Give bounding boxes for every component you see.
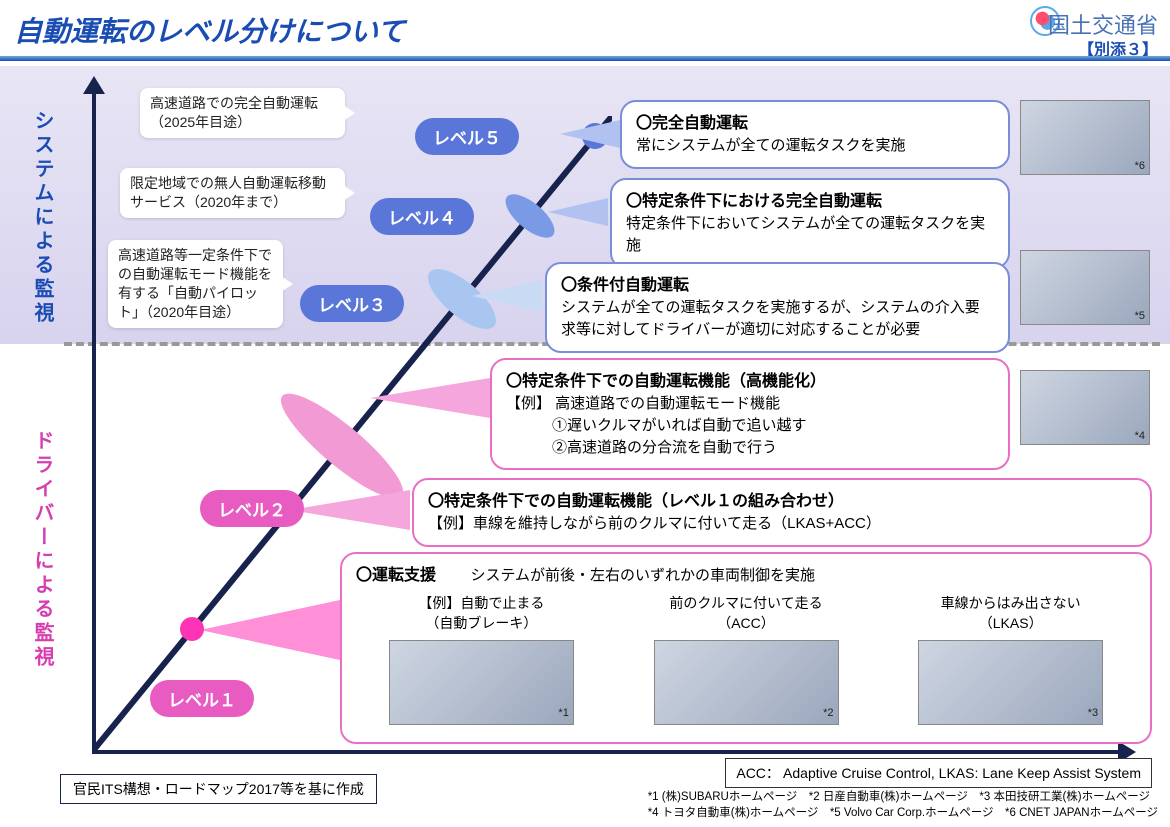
level1-pill: レベル１ (150, 680, 254, 717)
desc-l4-body: 特定条件下においてシステムが全ての運転タスクを実施 (626, 213, 994, 257)
credits-line1: *1 (株)SUBARUホームページ *2 日産自動車(株)ホームページ *3 … (648, 790, 1158, 806)
level4-pill: レベル４ (370, 198, 474, 235)
l1-c3a: 車線からはみ出さない (885, 593, 1136, 613)
level3-pill: レベル３ (300, 285, 404, 322)
photo-l5: *6 (1020, 100, 1150, 175)
l1-c1a: 【例】自動で止まる (356, 593, 607, 613)
y-axis (92, 82, 96, 752)
l1-c3b: （LKAS） (885, 613, 1136, 633)
desc-l5-title: 〇完全自動運転 (636, 112, 994, 135)
desc-l2a-l1: 【例】 高速道路での自動運転モード機能 (506, 393, 994, 415)
pointer-l2a (370, 378, 490, 418)
l1-col-lkas: 車線からはみ出さない （LKAS） *3 (885, 593, 1136, 725)
pointer-l3 (472, 280, 542, 312)
desc-l2a-l3: ②高速道路の分合流を自動で行う (506, 437, 994, 459)
y-axis-arrow-icon (83, 76, 105, 94)
desc-l1: 〇運転支援 システムが前後・左右のいずれかの車両制御を実施 【例】自動で止まる … (340, 552, 1152, 744)
header: 自動運転のレベル分けについて 国土交通省 【別添３】 (0, 0, 1170, 58)
photo-ref-1: *1 (558, 706, 568, 722)
zone-driver-label: ドライバーによる監視 (28, 430, 57, 670)
page-title: 自動運転のレベル分けについて (14, 10, 405, 50)
l1-col-brake: 【例】自動で止まる （自動ブレーキ） *1 (356, 593, 607, 725)
l1-c1b: （自動ブレーキ） (356, 613, 607, 633)
level2-pill: レベル２ (200, 490, 304, 527)
desc-l2b: 〇特定条件下での自動運転機能（レベル１の組み合わせ） 【例】車線を維持しながら前… (412, 478, 1152, 547)
desc-l2a-title: 〇特定条件下での自動運転機能（高機能化） (506, 370, 994, 393)
header-rule (0, 56, 1170, 61)
credits-line2: *4 トヨタ自動車(株)ホームページ *5 Volvo Car Corp.ホーム… (648, 806, 1158, 822)
photo-ref-2: *2 (823, 706, 833, 722)
zone-system-label: システムによる監視 (28, 110, 57, 326)
desc-l3-title: 〇条件付自動運転 (561, 274, 994, 297)
x-axis (92, 750, 1122, 754)
desc-l1-sub: システムが前後・左右のいずれかの車両制御を実施 (470, 567, 815, 584)
credits: *1 (株)SUBARUホームページ *2 日産自動車(株)ホームページ *3 … (648, 790, 1158, 821)
desc-l3-body: システムが全ての運転タスクを実施するが、システムの介入要求等に対してドライバーが… (561, 297, 994, 341)
photo-ref-4: *4 (1135, 430, 1145, 442)
photo-lkas: *3 (918, 640, 1103, 725)
desc-l4-title: 〇特定条件下における完全自動運転 (626, 190, 994, 213)
photo-l2a: *4 (1020, 370, 1150, 445)
pointer-l4 (548, 198, 608, 226)
photo-l3: *5 (1020, 250, 1150, 325)
callout-l3: 高速道路等一定条件下での自動運転モード機能を有する「自動パイロット」（2020年… (108, 240, 283, 328)
pointer-l1 (200, 600, 340, 660)
desc-l2b-title: 〇特定条件下での自動運転機能（レベル１の組み合わせ） (428, 490, 1136, 513)
desc-l3: 〇条件付自動運転 システムが全ての運転タスクを実施するが、システムの介入要求等に… (545, 262, 1010, 353)
desc-l5-body: 常にシステムが全ての運転タスクを実施 (636, 135, 994, 157)
photo-ref-6: *6 (1135, 160, 1145, 172)
photo-acc: *2 (654, 640, 839, 725)
callout-l5: 高速道路での完全自動運転（2025年目途） (140, 88, 345, 138)
desc-l2a: 〇特定条件下での自動運転機能（高機能化） 【例】 高速道路での自動運転モード機能… (490, 358, 1010, 470)
callout-l4: 限定地域での無人自動運転移動サービス（2020年まで） (120, 168, 345, 218)
desc-l5: 〇完全自動運転 常にシステムが全ての運転タスクを実施 (620, 100, 1010, 169)
desc-l4: 〇特定条件下における完全自動運転 特定条件下においてシステムが全ての運転タスクを… (610, 178, 1010, 269)
photo-brake: *1 (389, 640, 574, 725)
source-box: 官民ITS構想・ロードマップ2017等を基に作成 (60, 774, 377, 804)
l1-col-acc: 前のクルマに付いて走る （ACC） *2 (621, 593, 872, 725)
desc-l1-title: 〇運転支援 (356, 567, 436, 584)
desc-l2b-l1: 【例】車線を維持しながら前のクルマに付いて走る（LKAS+ACC） (428, 513, 1136, 535)
acronym-box: ACC： Adaptive Cruise Control, LKAS: Lane… (725, 758, 1152, 788)
photo-ref-5: *5 (1135, 310, 1145, 322)
level5-pill: レベル５ (415, 118, 519, 155)
pointer-l2b (290, 490, 410, 530)
l1-c2a: 前のクルマに付いて走る (621, 593, 872, 613)
photo-ref-3: *3 (1088, 706, 1098, 722)
desc-l2a-l2: ①遅いクルマがいれば自動で追い越す (506, 415, 994, 437)
pointer-l5 (560, 120, 620, 148)
l1-c2b: （ACC） (621, 613, 872, 633)
